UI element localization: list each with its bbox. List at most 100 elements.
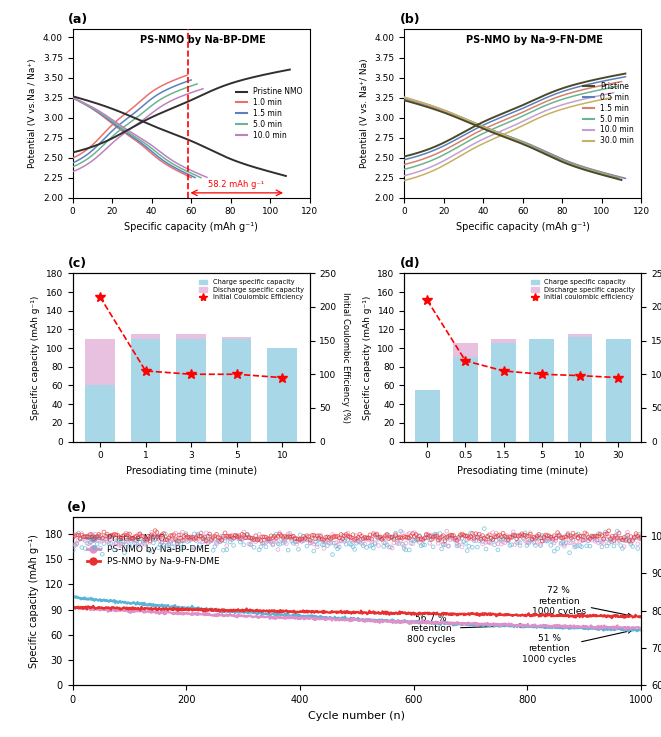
- Point: [141, 537, 152, 549]
- Point: [488, 527, 498, 539]
- Point: [479, 532, 490, 544]
- Point: [365, 540, 375, 552]
- Point: [492, 544, 503, 556]
- Point: [501, 531, 512, 543]
- Point: [300, 534, 311, 546]
- Point: [612, 532, 623, 544]
- Point: [298, 534, 309, 546]
- Point: [233, 531, 244, 542]
- Point: [436, 531, 447, 542]
- Point: [544, 533, 555, 545]
- Point: [344, 531, 355, 543]
- Point: [274, 528, 285, 540]
- Point: [436, 536, 447, 548]
- Bar: [529, 339, 555, 441]
- Point: [339, 536, 350, 548]
- Y-axis label: Specific capacity (mAh g⁻¹): Specific capacity (mAh g⁻¹): [363, 296, 371, 419]
- Point: [545, 531, 556, 543]
- Point: [245, 539, 256, 551]
- Point: [607, 532, 617, 544]
- Point: [360, 531, 370, 543]
- Bar: [568, 334, 592, 441]
- Point: [87, 528, 97, 540]
- Point: [153, 530, 164, 542]
- Point: [566, 532, 576, 544]
- Point: [259, 534, 270, 546]
- Point: [167, 530, 177, 542]
- Point: [527, 534, 537, 545]
- Point: [310, 531, 321, 542]
- Point: [148, 530, 159, 542]
- Point: [524, 530, 534, 542]
- Point: [106, 534, 116, 545]
- Point: [71, 538, 82, 550]
- Point: [353, 535, 364, 547]
- Point: [442, 531, 452, 543]
- Point: [440, 533, 450, 545]
- Point: [401, 531, 411, 543]
- Point: [365, 532, 375, 544]
- Text: 72 %
retention
1000 cycles: 72 % retention 1000 cycles: [531, 586, 631, 617]
- Point: [459, 529, 469, 541]
- Point: [483, 531, 493, 542]
- Point: [424, 534, 435, 545]
- Point: [522, 531, 532, 542]
- Point: [172, 535, 182, 547]
- Point: [556, 538, 566, 550]
- Point: [162, 539, 173, 551]
- Point: [350, 534, 360, 545]
- Point: [203, 537, 214, 548]
- Point: [92, 538, 102, 550]
- Point: [602, 533, 612, 545]
- Point: [603, 525, 614, 537]
- Point: [330, 531, 341, 542]
- Point: [122, 528, 133, 540]
- Point: [383, 541, 394, 553]
- Point: [438, 530, 449, 542]
- Point: [131, 530, 141, 542]
- Point: [484, 537, 494, 548]
- Point: [566, 530, 576, 542]
- Point: [147, 529, 157, 541]
- Point: [581, 528, 592, 540]
- Point: [249, 534, 259, 545]
- Point: [297, 536, 307, 548]
- Point: [77, 542, 87, 553]
- Point: [431, 529, 442, 541]
- Point: [622, 529, 633, 541]
- Point: [237, 534, 247, 546]
- Point: [603, 531, 614, 543]
- Text: (e): (e): [67, 501, 87, 514]
- Point: [147, 531, 157, 542]
- Point: [617, 534, 628, 545]
- Point: [443, 540, 453, 552]
- Point: [605, 534, 616, 545]
- Point: [492, 530, 503, 542]
- Point: [73, 534, 84, 546]
- Point: [232, 531, 243, 542]
- Point: [516, 531, 527, 542]
- Point: [431, 531, 442, 542]
- Point: [598, 537, 609, 549]
- Point: [530, 539, 541, 551]
- Point: [165, 530, 176, 542]
- Point: [583, 535, 594, 547]
- Point: [68, 531, 79, 543]
- Point: [481, 543, 491, 555]
- Point: [390, 528, 401, 539]
- Point: [348, 534, 358, 546]
- Point: [382, 528, 393, 540]
- Point: [256, 541, 266, 553]
- Point: [544, 530, 555, 542]
- Point: [116, 532, 126, 544]
- Point: [187, 541, 198, 553]
- Point: [221, 539, 232, 551]
- Point: [597, 537, 607, 548]
- Point: [397, 527, 408, 539]
- Point: [610, 530, 621, 542]
- Point: [421, 529, 432, 541]
- Point: [244, 538, 254, 550]
- Point: [371, 531, 382, 543]
- Point: [87, 530, 97, 542]
- Point: [95, 536, 106, 548]
